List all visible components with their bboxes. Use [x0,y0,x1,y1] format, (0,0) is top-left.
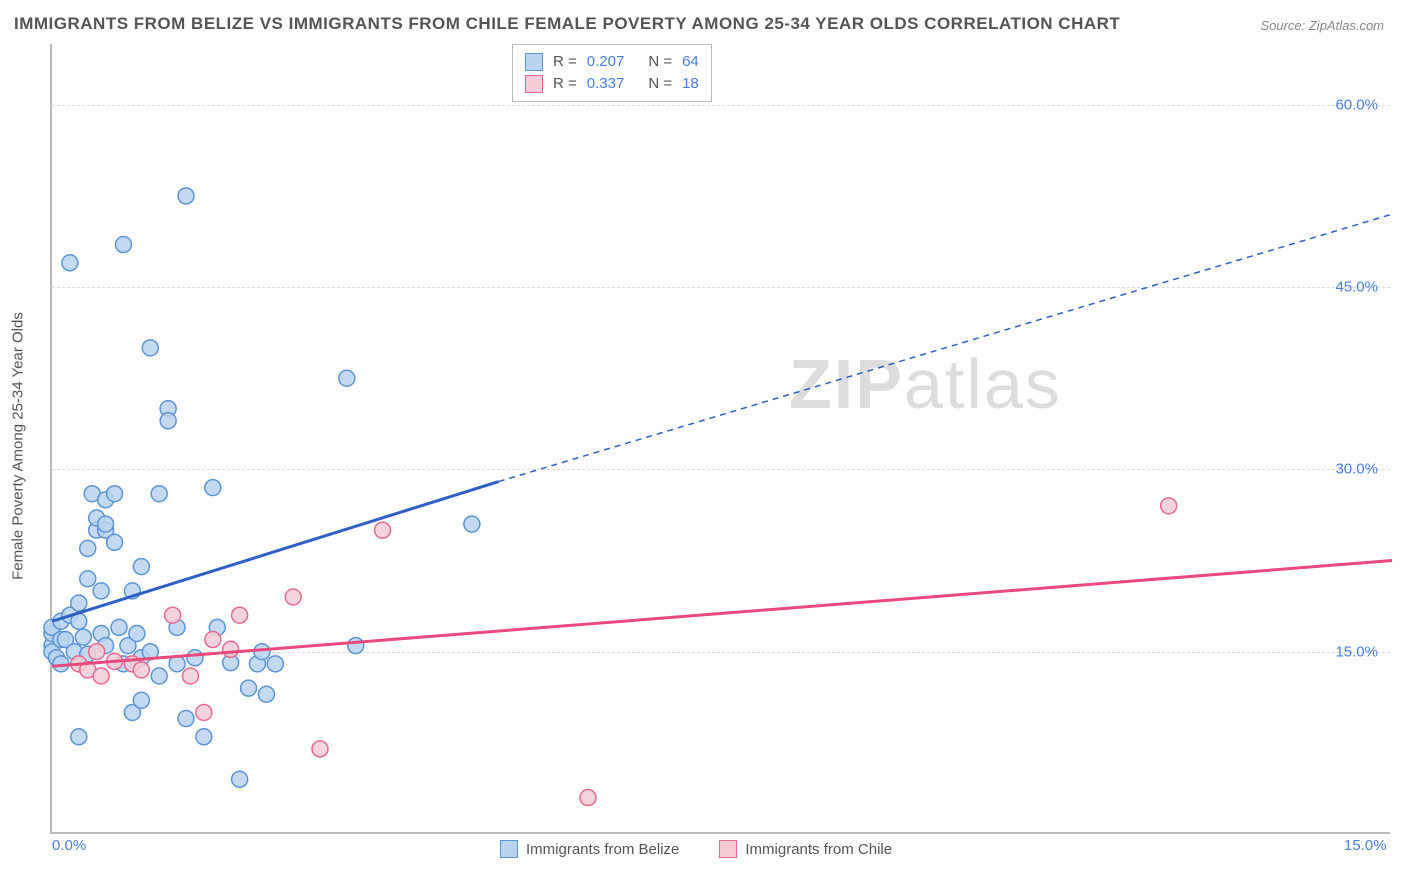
data-point [71,729,87,745]
data-point [232,607,248,623]
bottom-legend: Immigrants from Belize Immigrants from Ch… [500,840,892,858]
data-point [1161,498,1177,514]
chart-svg [52,44,1392,834]
x-tick-label: 15.0% [1344,837,1387,854]
data-point [133,559,149,575]
x-tick-label: 0.0% [52,837,86,854]
data-point [187,650,203,666]
data-point [160,413,176,429]
data-point [111,619,127,635]
data-point [89,644,105,660]
data-point [133,692,149,708]
data-point [80,540,96,556]
data-point [205,632,221,648]
data-point [129,625,145,641]
data-point [285,589,301,605]
data-point [142,340,158,356]
trend-line [52,482,499,622]
data-point [258,686,274,702]
data-point [267,656,283,672]
plot-area: ZIPatlas R = 0.207N = 64R = 0.337N = 18 … [50,44,1390,834]
data-point [254,644,270,660]
data-point [107,486,123,502]
data-point [165,607,181,623]
data-point [107,534,123,550]
data-point [223,641,239,657]
data-point [115,237,131,253]
legend-item: Immigrants from Belize [500,840,679,858]
legend-swatch [500,840,518,858]
legend-swatch [719,840,737,858]
trend-line [52,561,1392,667]
source-label: Source: ZipAtlas.com [1260,18,1384,33]
data-point [348,638,364,654]
legend-label: Immigrants from Belize [526,841,679,858]
data-point [464,516,480,532]
y-axis-title: Female Poverty Among 25-34 Year Olds [10,312,27,580]
data-point [178,711,194,727]
data-point [133,662,149,678]
data-point [339,370,355,386]
data-point [93,668,109,684]
data-point [75,629,91,645]
trend-line-dashed [499,214,1392,481]
data-point [205,480,221,496]
data-point [232,771,248,787]
data-point [312,741,328,757]
chart-title: IMMIGRANTS FROM BELIZE VS IMMIGRANTS FRO… [14,14,1120,34]
data-point [151,668,167,684]
data-point [80,571,96,587]
data-point [375,522,391,538]
data-point [580,790,596,806]
data-point [178,188,194,204]
data-point [196,729,212,745]
data-point [241,680,257,696]
data-point [62,255,78,271]
data-point [151,486,167,502]
legend-item: Immigrants from Chile [719,840,892,858]
data-point [98,516,114,532]
data-point [93,583,109,599]
legend-label: Immigrants from Chile [745,841,892,858]
data-point [71,595,87,611]
data-point [182,668,198,684]
data-point [196,704,212,720]
